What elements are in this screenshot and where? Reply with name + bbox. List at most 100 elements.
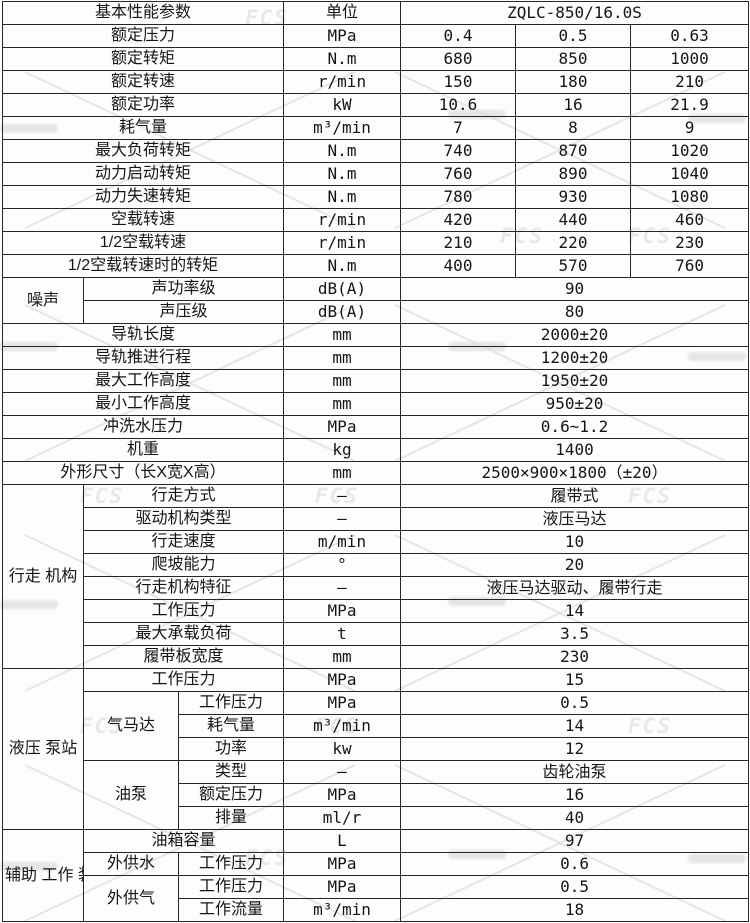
table-row: 驱动机构类型 — 液压马达 (3, 507, 750, 531)
value-cell: 10 (399, 530, 750, 554)
table-row: 1/2空载转速 r/min 210 220 230 (2, 231, 750, 255)
unit-cell: mm (283, 645, 401, 669)
value-cell: 液压马达驱动、履带行走 (399, 576, 750, 600)
value-cell: 履带式 (399, 484, 750, 508)
unit-cell: ml/r (283, 806, 401, 830)
value-cell: 780 (400, 185, 516, 209)
unit-cell: mm (283, 323, 401, 347)
value-cell: 420 (400, 208, 516, 232)
value-cell: 1000 (629, 47, 750, 71)
group-cell: 液压 泵站 (2, 668, 84, 830)
param-cell: 油箱容量 (83, 829, 284, 853)
unit-cell: MPa (283, 24, 401, 48)
param-cell: 导轨长度 (2, 323, 284, 347)
group-cell: 辅助 工作 装置 (2, 829, 84, 922)
subgroup-cell: 油泵 (83, 760, 179, 830)
table-row: 爬坡能力 ° 20 (3, 553, 750, 577)
table-row: 外形尺寸（长X宽X高） mm 2500×900×1800（±20） (2, 461, 750, 485)
value-cell: 9 (629, 116, 750, 140)
table-row: 最大工作高度 mm 1950±20 (2, 369, 750, 393)
table-row: 导轨推进行程 mm 1200±20 (2, 346, 750, 370)
value-cell: 760 (629, 254, 750, 278)
unit-cell: r/min (283, 70, 401, 94)
value-cell: 870 (515, 139, 631, 163)
value-cell: 90 (399, 277, 750, 301)
param-cell: 1/2空载转速时的转矩 (2, 254, 284, 278)
unit-cell: m³/min (283, 116, 401, 140)
value-cell: 220 (515, 231, 631, 255)
subgroup-cell: 外供气 (83, 875, 179, 922)
value-cell: 440 (515, 208, 631, 232)
value-cell: 1400 (399, 438, 750, 462)
unit-cell: N.m (283, 254, 401, 278)
param-cell: 爬坡能力 (83, 553, 284, 577)
unit-cell: L (283, 829, 401, 853)
param-cell: 工作压力 (83, 668, 284, 692)
unit-cell: MPa (283, 668, 401, 692)
unit-cell: m/min (283, 530, 401, 554)
table-row: 额定转矩 N.m 680 850 1000 (2, 47, 750, 71)
table-row: 行走速度 m/min 10 (3, 530, 750, 554)
unit-cell: r/min (283, 208, 401, 232)
subgroup-cell: 外供水 (83, 852, 179, 876)
value-cell: 460 (629, 208, 750, 232)
unit-cell: MPa (283, 599, 401, 623)
value-cell: 760 (400, 162, 516, 186)
param-cell: 工作压力 (178, 852, 284, 876)
table-row: 导轨长度 mm 2000±20 (2, 323, 750, 347)
subgroup-cell: 气马达 (83, 691, 179, 761)
value-cell: 0.4 (400, 24, 516, 48)
param-cell: 驱动机构类型 (83, 507, 284, 531)
value-cell: 930 (515, 185, 631, 209)
table-row: 辅助 工作 装置油箱容量L97 (2, 829, 750, 922)
table-row: 额定压力 MPa 0.4 0.5 0.63 (2, 24, 750, 48)
param-cell: 排量 (178, 806, 284, 830)
value-cell: 890 (515, 162, 631, 186)
table-row: 履带板宽度 mm 230 (3, 645, 750, 669)
value-cell: 12 (399, 737, 750, 761)
unit-cell: MPa (283, 691, 401, 715)
param-cell: 工作压力 (178, 691, 284, 715)
table-row: 最大负荷转矩 N.m 740 870 1020 (2, 139, 750, 163)
value-cell: 40 (399, 806, 750, 830)
unit-cell: mm (283, 369, 401, 393)
table-row: 最小工作高度 mm 950±20 (2, 392, 750, 416)
table-row: 耗气量 m³/min 7 8 9 (2, 116, 750, 140)
unit-cell: dB(A) (283, 277, 401, 301)
unit-cell: mm (283, 461, 401, 485)
param-cell: 声压级 (83, 300, 284, 324)
header-unit-cell: 单位 (283, 1, 401, 25)
unit-cell: kW (283, 93, 401, 117)
value-cell: 20 (399, 553, 750, 577)
value-cell: 0.5 (399, 875, 750, 899)
value-cell: 1080 (629, 185, 750, 209)
value-cell: 150 (400, 70, 516, 94)
table-row: 液压 泵站 工作压力 MPa 15 (2, 668, 750, 830)
param-cell: 工作流量 (178, 898, 284, 922)
table-row: 最大承载负荷 t 3.5 (3, 622, 750, 646)
param-cell: 额定转矩 (2, 47, 284, 71)
param-cell: 导轨推进行程 (2, 346, 284, 370)
value-cell: 680 (400, 47, 516, 71)
unit-cell: dB(A) (283, 300, 401, 324)
param-cell: 动力失速转矩 (2, 185, 284, 209)
value-cell: 230 (629, 231, 750, 255)
table-row: 噪声 声功率级 dB(A) 90 (2, 277, 750, 324)
value-cell: 14 (399, 599, 750, 623)
value-cell: 0.6~1.2 (399, 415, 750, 439)
param-cell: 外形尺寸（长X宽X高） (2, 461, 284, 485)
unit-cell: MPa (283, 783, 401, 807)
value-cell: 1020 (629, 139, 750, 163)
unit-cell: N.m (283, 185, 401, 209)
param-cell: 功率 (178, 737, 284, 761)
table-row: 额定转速 r/min 150 180 210 (2, 70, 750, 94)
table-row: 1/2空载转速时的转矩 N.m 400 570 760 (2, 254, 750, 278)
value-cell: 210 (400, 231, 516, 255)
table-row: 外供气 工作压力 MPa 0.5 (3, 875, 750, 922)
param-cell: 声功率级 (83, 277, 284, 301)
param-cell: 类型 (178, 760, 284, 784)
param-cell: 行走机构特征 (83, 576, 284, 600)
table-row: 外供水 工作压力 MPa 0.6 (3, 852, 750, 876)
